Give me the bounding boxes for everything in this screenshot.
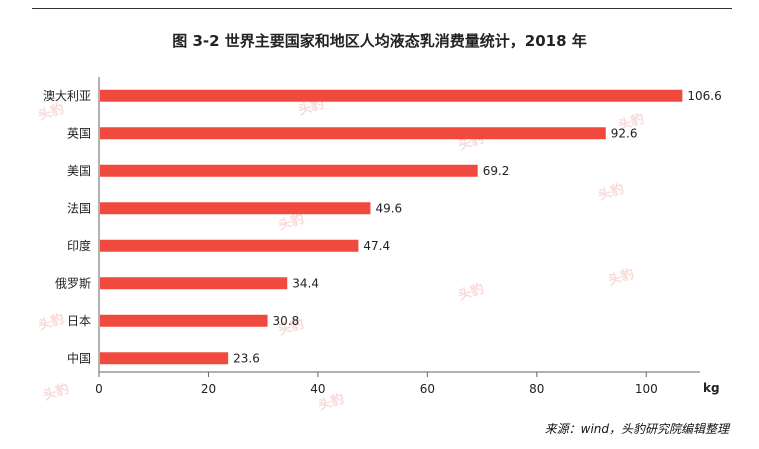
category-label-1: 英国 (67, 126, 91, 140)
bar-5 (100, 277, 288, 290)
watermark-5: 头豹 (596, 181, 626, 204)
x-tick-label-5: 100 (635, 382, 658, 396)
data-label-3: 49.6 (375, 201, 402, 215)
watermark-4: 头豹 (276, 211, 306, 234)
x-tick-label-2: 40 (310, 382, 325, 396)
x-tick-label-4: 80 (529, 382, 544, 396)
category-label-0: 澳大利亚 (43, 89, 91, 103)
watermark-3: 头豹 (616, 111, 646, 134)
top-rule (32, 8, 732, 9)
bar-0 (100, 89, 683, 102)
bar-3 (100, 202, 371, 215)
category-label-5: 俄罗斯 (55, 276, 91, 290)
category-label-2: 美国 (67, 164, 91, 178)
data-label-0: 106.6 (687, 89, 721, 103)
chart-title: 图 3-2 世界主要国家和地区人均液态乳消费量统计，2018 年 (172, 32, 587, 50)
data-label-6: 30.8 (273, 314, 300, 328)
x-axis-unit-label: kg (703, 381, 720, 395)
data-label-4: 47.4 (363, 239, 390, 253)
x-tick-label-0: 0 (95, 382, 103, 396)
watermark-8: 头豹 (456, 281, 486, 304)
watermark-7: 头豹 (276, 316, 306, 339)
watermark-10: 头豹 (41, 381, 71, 404)
bar-1 (100, 127, 606, 140)
x-tick-label-1: 20 (201, 382, 216, 396)
watermark-11: 头豹 (316, 391, 346, 414)
source-note: 来源：wind，头豹研究院编辑整理 (544, 422, 729, 436)
data-labels-layer: 106.6 92.6 69.2 49.6 47.4 34.4 30.8 23.6 (233, 89, 722, 366)
category-label-7: 中国 (67, 350, 91, 365)
data-label-5: 34.4 (292, 276, 319, 290)
bar-6 (100, 314, 268, 327)
x-tick-label-3: 60 (420, 382, 435, 396)
category-label-3: 法国 (67, 201, 91, 215)
bar-7 (100, 352, 229, 365)
data-label-2: 69.2 (483, 164, 510, 178)
watermark-9: 头豹 (606, 266, 636, 289)
category-label-4: 印度 (67, 238, 91, 253)
watermark-0: 头豹 (36, 101, 66, 124)
watermark-6: 头豹 (36, 311, 66, 334)
bar-4 (100, 239, 359, 252)
category-label-6: 日本 (67, 314, 91, 328)
bar-2 (100, 164, 478, 177)
bars-layer (100, 89, 683, 365)
data-label-7: 23.6 (233, 351, 260, 365)
data-label-1: 92.6 (611, 126, 638, 140)
x-ticks-layer: 0 20 40 60 80 100 (95, 372, 658, 396)
